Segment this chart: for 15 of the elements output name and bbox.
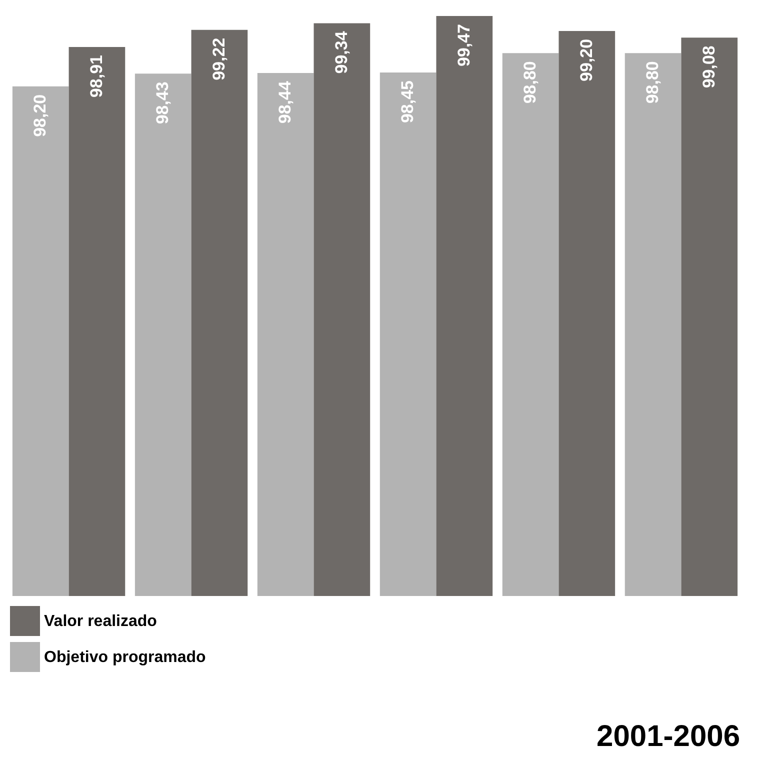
data-label: 99,34 (332, 30, 351, 74)
legend-label: Objetivo programado (44, 649, 206, 666)
data-label: 99,22 (209, 38, 228, 80)
data-label: 98,91 (86, 55, 106, 98)
data-label: 98,80 (643, 61, 662, 104)
data-label: 99,20 (576, 38, 596, 82)
data-label: 99,08 (699, 46, 718, 88)
data-label: 98,45 (398, 80, 418, 124)
legend-label: Valor realizado (44, 613, 158, 630)
data-label: 99,47 (454, 24, 474, 67)
data-label: 98,44 (276, 80, 295, 124)
data-label: 98,20 (30, 94, 50, 137)
data-label: 98,80 (520, 61, 540, 104)
data-label: 98,43 (153, 82, 172, 124)
text: 2001-2006 (596, 720, 740, 753)
